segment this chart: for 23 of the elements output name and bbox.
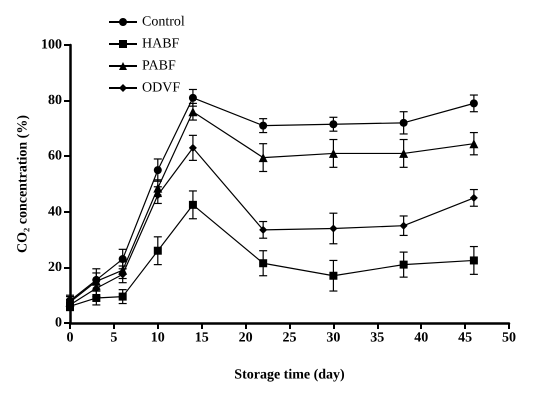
x-tick-label: 0 <box>66 330 74 346</box>
x-tick-label: 45 <box>458 330 472 346</box>
y-axis-title: CO₂ concentration (%) <box>16 114 31 253</box>
x-tick-label: 5 <box>110 330 118 346</box>
y-tick-label: 20 <box>48 260 62 275</box>
legend-label: ODVF <box>142 80 180 96</box>
y-tick-label: 80 <box>48 93 62 108</box>
y-tick-label: 0 <box>55 316 62 330</box>
x-tick-label: 40 <box>414 330 428 346</box>
y-tick-label: 100 <box>41 38 62 52</box>
x-tick-label: 20 <box>238 330 253 346</box>
legend-label: Control <box>142 14 185 30</box>
x-tick-label: 50 <box>502 330 516 346</box>
y-tick-label: 60 <box>48 148 62 164</box>
x-tick-label: 30 <box>326 330 340 346</box>
x-tick-label: 15 <box>194 330 209 346</box>
x-tick-label: 25 <box>282 330 296 346</box>
legend-label: PABF <box>142 58 176 74</box>
y-tick-label: 40 <box>48 204 62 220</box>
x-tick-label: 10 <box>150 330 165 346</box>
legend-label: HABF <box>142 36 180 52</box>
x-tick-label: 35 <box>370 330 384 346</box>
x-axis-title: Storage time (day) <box>234 368 346 382</box>
